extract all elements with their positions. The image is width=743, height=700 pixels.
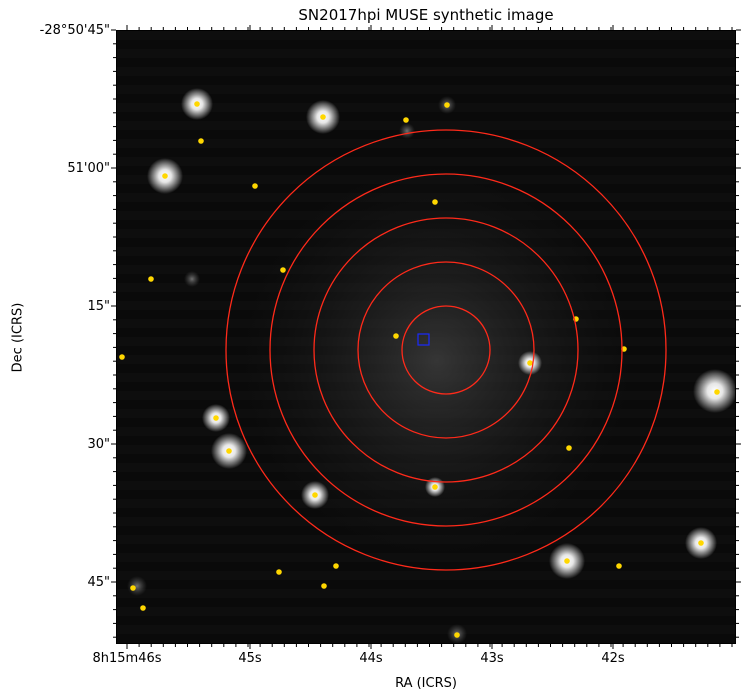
- y-tick-label: 51'00": [67, 161, 110, 176]
- chart-title: SN2017hpi MUSE synthetic image: [298, 6, 554, 24]
- y-tick-label: -28°50'45": [39, 23, 110, 38]
- image-panel[interactable]: [116, 30, 736, 644]
- concentric-circles: [225, 129, 667, 571]
- y-tick-label: 15": [87, 299, 110, 314]
- x-tick-label: 43s: [480, 651, 504, 666]
- y-tick-label: 45": [87, 575, 110, 590]
- target-marker: [417, 333, 430, 346]
- host-galaxy: [237, 161, 637, 561]
- x-axis-label: RA (ICRS): [395, 676, 457, 691]
- y-axis-label: Dec (ICRS): [10, 302, 26, 373]
- synthetic-image: [117, 31, 735, 643]
- x-tick-label: 42s: [601, 651, 625, 666]
- x-tick-label: 8h15m46s: [92, 651, 162, 666]
- y-tick-label: 30": [87, 437, 110, 452]
- x-tick-label: 45s: [238, 651, 262, 666]
- x-tick-label: 44s: [359, 651, 383, 666]
